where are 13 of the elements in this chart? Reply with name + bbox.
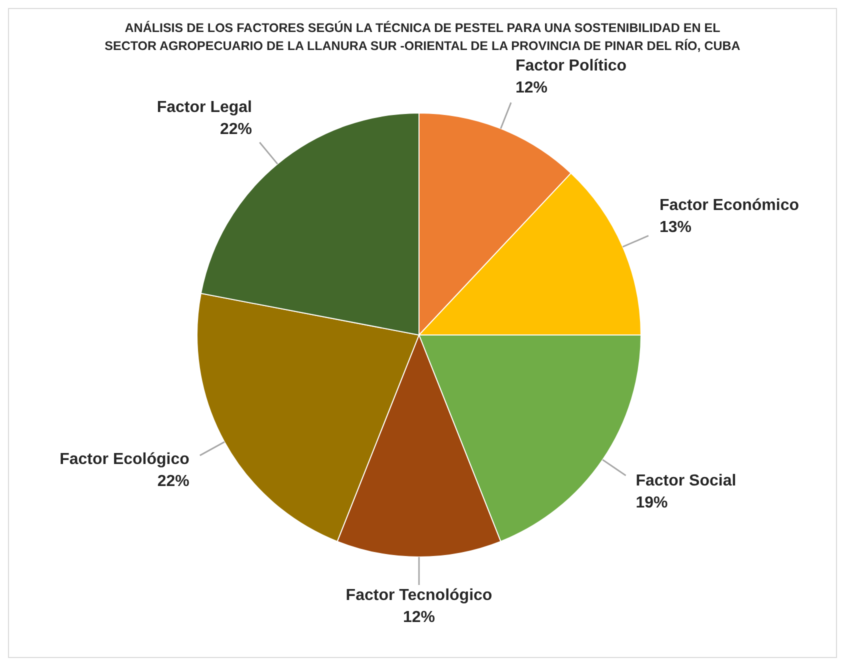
slice-label: Factor Económico bbox=[659, 196, 800, 214]
slice-label: Factor Social bbox=[636, 472, 736, 490]
data-label: 12% bbox=[402, 609, 436, 626]
data-label: 13% bbox=[659, 218, 692, 236]
data-label: 19% bbox=[636, 494, 668, 512]
data-label: 12% bbox=[515, 79, 548, 96]
slice-label: Factor Tecnológico bbox=[346, 587, 492, 604]
chart-title: ANÁLISIS DE LOS FACTORES SEGÚN LA TÉCNICA DE PESTEL PARA UNA SOSTENIBILIDAD EN EL SECTOR AGROPECUARIO DE LA LLANURA SUR -ORIENTAL DE LA PROVINCIA DE PINAR DEL RÍO, CUBA bbox=[104, 20, 742, 55]
slice-label: Factor Legal bbox=[156, 99, 252, 116]
data-label: 22% bbox=[157, 473, 190, 490]
slice-label: Factor Político bbox=[515, 57, 627, 74]
data-label: 22% bbox=[220, 121, 252, 138]
slice-label: Factor Ecológico bbox=[60, 451, 190, 468]
